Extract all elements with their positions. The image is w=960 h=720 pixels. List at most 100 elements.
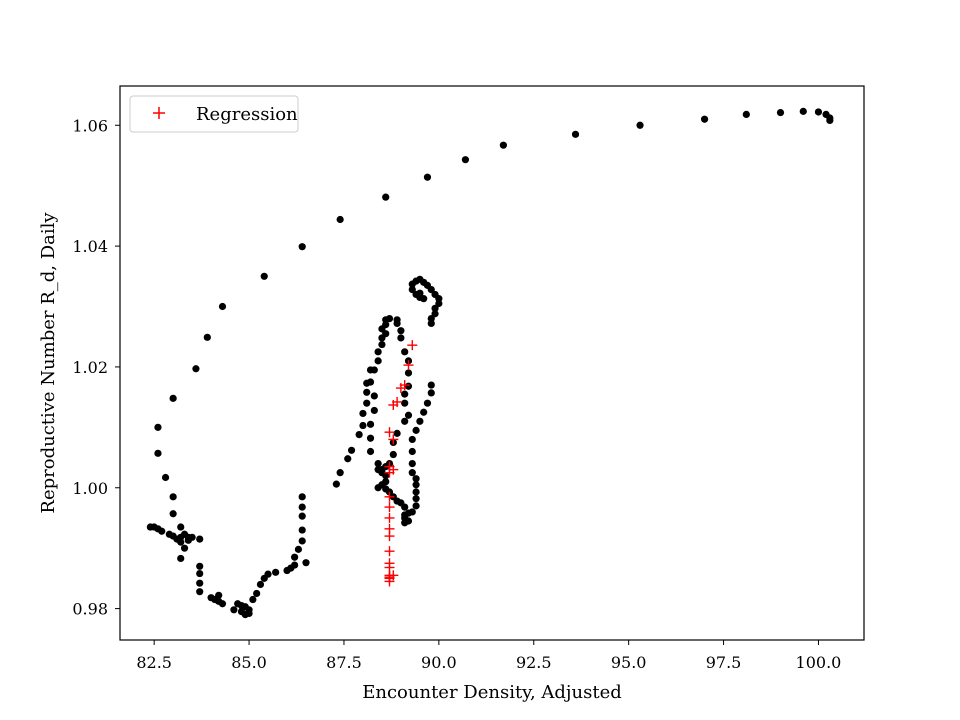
data-point bbox=[408, 447, 416, 456]
data-point bbox=[385, 314, 394, 323]
data-point bbox=[404, 382, 413, 390]
data-point bbox=[412, 426, 420, 434]
data-point bbox=[260, 272, 268, 280]
data-point bbox=[359, 409, 367, 418]
data-point bbox=[161, 473, 170, 482]
plot-frame bbox=[119, 85, 865, 641]
data-point bbox=[218, 302, 227, 311]
data-point bbox=[366, 378, 375, 386]
data-point bbox=[188, 533, 196, 541]
regression-point bbox=[384, 531, 395, 542]
x-tick-label: 92.5 bbox=[516, 653, 552, 672]
data-point bbox=[355, 430, 363, 439]
regression-point bbox=[384, 427, 395, 438]
x-tick-label: 90.0 bbox=[421, 653, 457, 672]
data-point bbox=[298, 503, 306, 511]
data-point bbox=[215, 591, 223, 599]
data-point bbox=[416, 289, 424, 297]
data-point bbox=[374, 357, 382, 365]
data-point bbox=[366, 447, 375, 456]
data-point bbox=[742, 110, 750, 118]
data-point bbox=[378, 466, 386, 474]
data-point bbox=[249, 595, 257, 604]
regression-point bbox=[384, 491, 395, 502]
data-point bbox=[154, 423, 162, 431]
data-point bbox=[291, 553, 299, 561]
data-point bbox=[374, 459, 382, 468]
data-point bbox=[431, 304, 439, 312]
data-point bbox=[196, 588, 204, 596]
data-point bbox=[363, 399, 371, 407]
data-point bbox=[393, 319, 401, 328]
regression-point bbox=[388, 399, 399, 410]
data-point bbox=[461, 156, 470, 164]
data-point bbox=[700, 115, 709, 123]
data-point bbox=[177, 554, 185, 563]
x-tick-label: 97.5 bbox=[706, 653, 742, 672]
data-point bbox=[298, 537, 306, 545]
data-point bbox=[408, 459, 416, 468]
regression-point bbox=[388, 434, 399, 445]
data-point bbox=[401, 399, 409, 407]
data-point bbox=[359, 421, 367, 430]
data-point bbox=[435, 299, 443, 308]
data-point bbox=[347, 446, 356, 454]
legend: Regression bbox=[129, 95, 299, 133]
data-point bbox=[363, 388, 371, 396]
x-axis: 82.5 85.0 87.5 90.0 92.5 95.0 97.5 100.0 bbox=[136, 640, 841, 672]
regression-point bbox=[384, 467, 395, 478]
data-point bbox=[294, 545, 303, 553]
data-point bbox=[298, 243, 306, 251]
data-point bbox=[389, 450, 397, 459]
y-tick-label: 1.06 bbox=[72, 116, 108, 135]
plot-area bbox=[120, 86, 864, 640]
data-point bbox=[404, 411, 413, 419]
y-axis: 0.98 1.00 1.02 1.04 1.06 bbox=[72, 116, 120, 619]
data-point bbox=[420, 408, 428, 416]
data-point bbox=[822, 110, 830, 118]
regression-point bbox=[388, 570, 399, 581]
data-point bbox=[203, 333, 211, 341]
data-point bbox=[336, 215, 344, 224]
data-point bbox=[177, 523, 185, 531]
data-point bbox=[799, 107, 807, 115]
legend-box bbox=[129, 95, 299, 133]
y-tick-label: 1.02 bbox=[72, 358, 108, 377]
data-point bbox=[404, 369, 413, 377]
data-point bbox=[298, 512, 306, 520]
regression-point bbox=[407, 340, 418, 351]
data-point bbox=[427, 389, 435, 397]
data-point bbox=[169, 394, 177, 402]
data-point bbox=[412, 475, 420, 483]
data-point bbox=[382, 472, 390, 480]
data-point bbox=[382, 330, 390, 338]
data-point bbox=[241, 611, 249, 619]
data-point bbox=[196, 569, 204, 578]
data-point bbox=[397, 334, 405, 342]
data-point bbox=[180, 544, 189, 552]
regression-point bbox=[384, 502, 395, 513]
y-tick-label: 1.04 bbox=[72, 237, 108, 256]
data-point bbox=[408, 508, 416, 516]
data-point bbox=[427, 319, 435, 328]
data-point bbox=[370, 366, 378, 374]
data-point bbox=[196, 535, 204, 543]
data-point bbox=[298, 493, 306, 501]
x-axis-label: Encounter Density, Adjusted bbox=[362, 682, 622, 703]
data-point bbox=[378, 340, 386, 349]
data-point bbox=[230, 606, 238, 614]
data-point bbox=[298, 526, 306, 534]
data-point bbox=[196, 562, 204, 570]
regression-point bbox=[384, 546, 395, 557]
data-point bbox=[420, 295, 428, 303]
data-point bbox=[253, 589, 261, 598]
data-point bbox=[374, 484, 382, 492]
data-point bbox=[401, 417, 409, 425]
y-tick-label: 1.00 bbox=[72, 479, 108, 498]
data-point bbox=[412, 495, 420, 503]
data-point bbox=[412, 488, 420, 496]
data-point bbox=[245, 606, 253, 614]
data-point bbox=[412, 481, 420, 489]
data-point bbox=[370, 392, 378, 400]
data-point bbox=[412, 502, 420, 510]
